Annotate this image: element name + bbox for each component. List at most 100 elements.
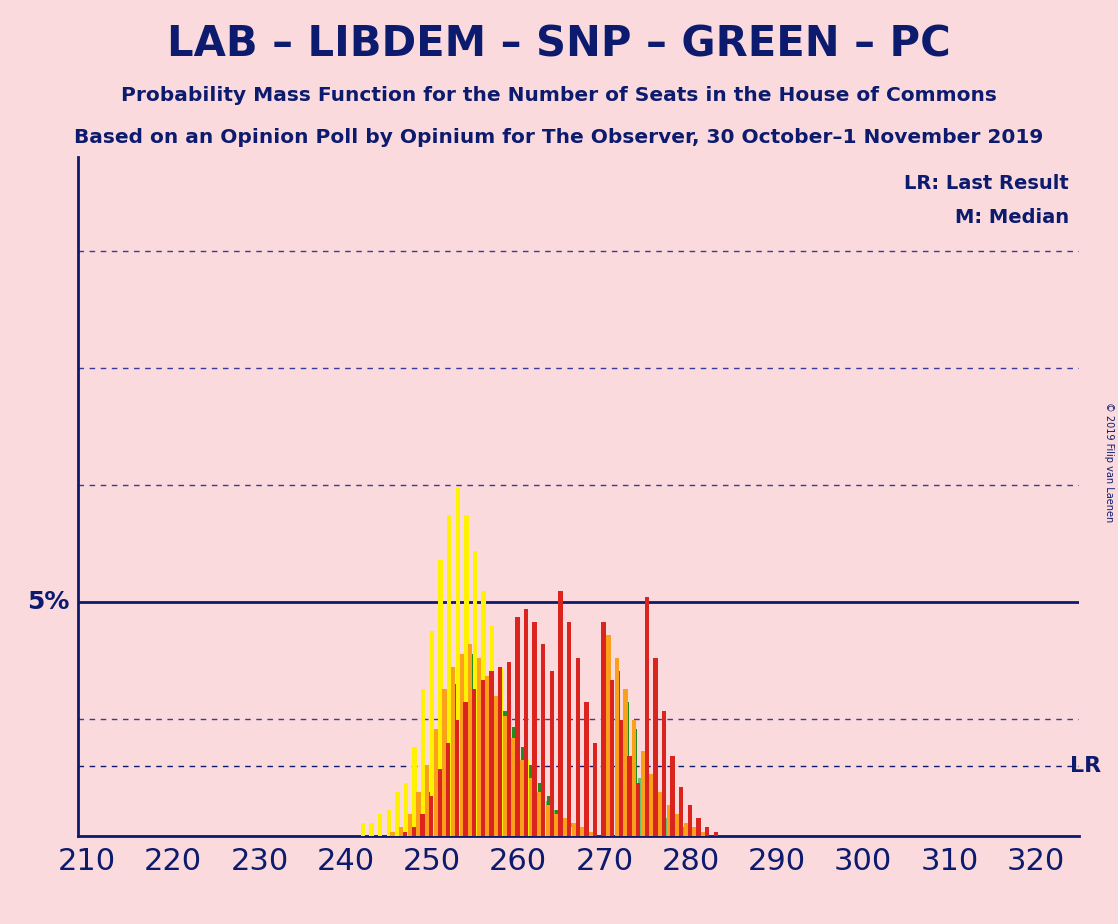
Bar (577, 827, 581, 836)
Bar (498, 667, 502, 836)
Bar (369, 822, 373, 836)
Bar (456, 488, 459, 836)
Bar (702, 832, 707, 836)
Bar (439, 814, 444, 836)
Bar (429, 631, 434, 836)
Bar (629, 760, 634, 836)
Bar (491, 738, 495, 836)
Bar (538, 783, 542, 836)
Bar (550, 814, 555, 836)
Bar (447, 515, 452, 836)
Bar (417, 814, 421, 836)
Bar (655, 809, 660, 836)
Bar (568, 827, 572, 836)
Bar (524, 760, 529, 836)
Bar (577, 832, 580, 836)
Bar (495, 696, 500, 836)
Bar (616, 672, 620, 836)
Text: Based on an Opinion Poll by Opinium for The Observer, 30 October–1 November 2019: Based on an Opinion Poll by Opinium for … (75, 128, 1043, 147)
Bar (525, 778, 530, 836)
Bar (606, 636, 610, 836)
Bar (657, 792, 662, 836)
Bar (443, 720, 447, 836)
Bar (448, 796, 452, 836)
Bar (521, 748, 525, 836)
Bar (534, 792, 539, 836)
Bar (520, 760, 524, 836)
Bar (474, 743, 479, 836)
Bar (529, 765, 533, 836)
Bar (697, 819, 701, 836)
Text: LAB – LIBDEM – SNP – GREEN – PC: LAB – LIBDEM – SNP – GREEN – PC (167, 23, 951, 65)
Bar (443, 689, 446, 836)
Bar (506, 663, 511, 836)
Bar (558, 590, 562, 836)
Bar (563, 819, 567, 836)
Bar (667, 805, 672, 836)
Bar (387, 809, 391, 836)
Bar (659, 792, 663, 836)
Bar (589, 832, 594, 836)
Bar (404, 783, 408, 836)
Text: M: Median: M: Median (955, 208, 1069, 227)
Bar (576, 658, 580, 836)
Bar (434, 729, 438, 836)
Bar (438, 560, 443, 836)
Bar (580, 827, 585, 836)
Bar (633, 729, 637, 836)
Bar (618, 720, 623, 836)
Bar (508, 702, 512, 836)
Bar (645, 597, 648, 836)
Bar (546, 805, 550, 836)
Bar (400, 832, 405, 836)
Bar (515, 617, 520, 836)
Bar (688, 805, 692, 836)
Bar (390, 832, 395, 836)
Bar (620, 743, 625, 836)
Bar (476, 658, 481, 836)
Bar (586, 832, 590, 836)
Bar (517, 734, 520, 836)
Bar (662, 711, 666, 836)
Text: © 2019 Filip van Laenen: © 2019 Filip van Laenen (1105, 402, 1114, 522)
Bar (490, 672, 494, 836)
Bar (482, 734, 486, 836)
Bar (500, 748, 504, 836)
Bar (684, 822, 689, 836)
Bar (705, 827, 709, 836)
Bar (556, 809, 560, 836)
Bar (533, 783, 538, 836)
Bar (416, 792, 420, 836)
Bar (555, 814, 559, 836)
Bar (627, 756, 632, 836)
Bar (459, 653, 464, 836)
Bar (684, 822, 689, 836)
Bar (642, 756, 646, 836)
Bar (653, 658, 657, 836)
Bar (675, 814, 680, 836)
Bar (550, 672, 555, 836)
Bar (610, 680, 615, 836)
Bar (455, 720, 459, 836)
Bar (523, 609, 528, 836)
Bar (590, 832, 594, 836)
Bar (517, 765, 521, 836)
Bar (430, 827, 435, 836)
Bar (482, 590, 486, 836)
Bar (532, 622, 537, 836)
Bar (537, 792, 541, 836)
Bar (463, 702, 467, 836)
Bar (651, 778, 654, 836)
Bar (542, 800, 547, 836)
Bar (451, 667, 455, 836)
Bar (481, 680, 485, 836)
Bar (490, 626, 494, 836)
Text: Probability Mass Function for the Number of Seats in the House of Commons: Probability Mass Function for the Number… (121, 86, 997, 105)
Bar (468, 644, 473, 836)
Bar (511, 738, 515, 836)
Text: 5%: 5% (27, 590, 69, 614)
Bar (624, 689, 628, 836)
Bar (396, 792, 399, 836)
Bar (402, 832, 407, 836)
Bar (512, 727, 517, 836)
